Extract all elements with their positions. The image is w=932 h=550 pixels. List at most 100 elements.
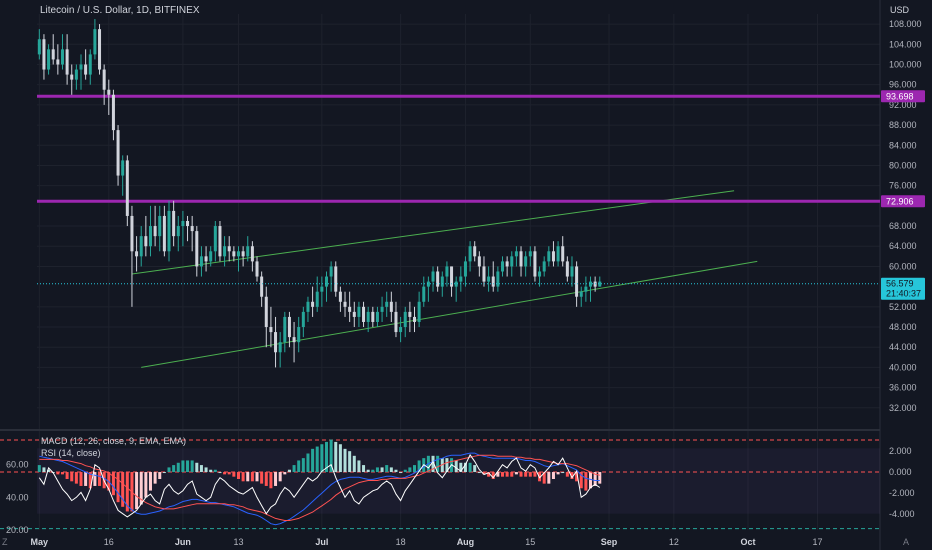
candle-body	[246, 246, 250, 257]
macd-histogram-bar	[547, 472, 551, 484]
macd-histogram-bar	[589, 472, 593, 489]
trend-channel[interactable]	[131, 190, 758, 368]
price-tick-label: 40.000	[889, 362, 917, 372]
candle-body	[412, 316, 417, 322]
price-tick-label: 80.000	[889, 160, 917, 170]
macd-histogram-bar	[218, 472, 222, 474]
macd-histogram-bar	[213, 469, 217, 473]
macd-histogram-bar	[153, 472, 157, 484]
candle-body	[139, 236, 143, 257]
candle-body	[431, 271, 435, 282]
candle-body	[454, 281, 458, 287]
time-tick-label: May	[31, 537, 49, 547]
candle-body	[283, 316, 287, 343]
candle-body	[232, 251, 236, 257]
candle-body	[482, 266, 486, 282]
price-tick-label: 84.000	[889, 140, 917, 150]
macd-histogram-bar	[389, 467, 393, 473]
macd-histogram-bar	[227, 472, 231, 475]
time-tick-label: Aug	[457, 537, 475, 547]
macd-histogram-bar	[551, 472, 555, 479]
candle-body	[241, 251, 245, 257]
candle-body	[301, 311, 305, 328]
candle-body	[93, 29, 97, 55]
candle-body	[500, 261, 505, 272]
time-tick-label: 18	[396, 537, 406, 547]
candle-body	[102, 69, 106, 90]
horizontal-levels[interactable]	[37, 94, 880, 203]
macd-histogram-bar	[148, 472, 152, 491]
candle-body	[70, 74, 74, 80]
macd-histogram-bar	[236, 472, 240, 479]
candle-body	[144, 236, 148, 247]
price-axis[interactable]: 108.000 104.000 100.000 96.000 92.000 88.000 8…	[881, 19, 925, 413]
candle-body	[556, 246, 560, 262]
macd-histogram-bar	[454, 460, 458, 473]
candle-body	[422, 286, 426, 302]
candle-body	[130, 215, 134, 252]
candle-body	[547, 251, 551, 262]
macd-histogram-bar	[385, 465, 389, 473]
time-tick-label: 15	[525, 537, 535, 547]
last-price-badge	[881, 277, 925, 300]
time-tick-label: Jun	[175, 537, 191, 547]
auto-scale-toggle[interactable]: A	[903, 537, 910, 547]
candle-body	[496, 271, 500, 287]
rsi-band-fill	[37, 448, 880, 514]
candle-body	[389, 301, 393, 312]
candle-body	[403, 311, 407, 328]
symbol-title[interactable]: Litecoin / U.S. Dollar, 1D, BITFINEX	[40, 5, 200, 16]
macd-histogram-bar	[135, 472, 139, 510]
macd-histogram-bar	[528, 472, 532, 477]
rsi-label[interactable]: RSI (14, close)	[41, 448, 101, 458]
last-price-label: 56.579	[886, 279, 914, 289]
candle-body	[459, 276, 463, 282]
candle-body	[426, 281, 430, 287]
candle-body	[538, 271, 542, 277]
macd-histogram-bar	[320, 444, 324, 473]
macd-histogram-bar	[93, 472, 97, 486]
candle-body	[172, 210, 176, 237]
candle-body	[176, 226, 180, 237]
macd-histogram-bar	[204, 467, 208, 473]
macd-histogram-bar	[297, 460, 301, 473]
macd-histogram-bar	[79, 472, 83, 486]
macd-histogram-bar	[519, 472, 523, 477]
candle-body	[274, 332, 278, 353]
macd-histogram-bar	[315, 446, 319, 473]
candle-body	[158, 215, 162, 237]
macd-histogram-bar	[84, 472, 88, 486]
macd-histogram-bar	[334, 441, 338, 473]
macd-label[interactable]: MACD (12, 26, close, 9, EMA, EMA)	[41, 436, 187, 446]
rsi-tick-label: 60.00	[6, 460, 29, 470]
macd-histogram-bar	[190, 460, 194, 473]
candle-body	[269, 327, 273, 333]
candle-body	[533, 251, 537, 277]
macd-histogram-bar	[408, 467, 412, 473]
macd-histogram-bar	[473, 465, 477, 473]
candle-body	[199, 256, 203, 267]
time-axis[interactable]: May 16 Jun 13 Jul 18 Aug 15 Sep 12 Oct 17	[31, 537, 823, 547]
candle-body	[565, 261, 569, 277]
macd-histogram-bar	[468, 462, 472, 473]
candle-body	[84, 64, 88, 75]
candle-body	[394, 311, 398, 333]
candle-body	[227, 246, 231, 252]
macd-tick-label: 2.000	[889, 446, 912, 456]
candle-body	[47, 49, 51, 70]
candle-body	[250, 246, 254, 262]
price-tick-label: 44.000	[889, 342, 917, 352]
macd-histogram-bar	[181, 460, 185, 473]
candle-body	[417, 301, 421, 322]
macd-histogram-bar	[459, 462, 463, 473]
macd-histogram-bar	[88, 472, 92, 489]
zoom-toggle-icon[interactable]: Z	[2, 537, 8, 547]
macd-histogram-bar	[514, 472, 518, 475]
macd-line	[39, 452, 600, 526]
candle-body	[468, 246, 472, 262]
candle-body	[584, 286, 588, 292]
candle-body	[264, 296, 268, 328]
candle-body	[209, 251, 213, 262]
candle-body	[162, 215, 166, 252]
